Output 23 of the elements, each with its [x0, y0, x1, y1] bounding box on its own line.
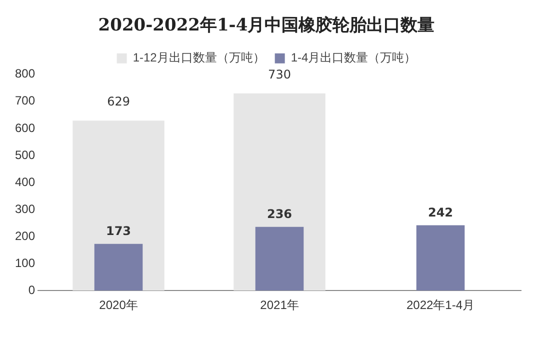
x-tick-label: 2020年: [99, 298, 138, 312]
x-tick-label: 2021年: [260, 298, 299, 312]
data-label: 629: [107, 94, 130, 109]
y-tick-label: 0: [28, 282, 36, 297]
y-tick-label: 100: [14, 256, 36, 270]
legend-label: 1-4月出口数量（万吨）: [290, 50, 416, 65]
y-tick-label: 300: [14, 202, 36, 216]
data-label: 730: [268, 67, 291, 82]
bar: [94, 244, 143, 291]
y-tick-label: 500: [14, 148, 36, 162]
data-label: 242: [428, 205, 454, 220]
bar: [416, 225, 465, 291]
y-tick-label: 600: [14, 120, 36, 135]
data-label: 173: [106, 224, 132, 238]
chart-title: 2020-2022年1-4月中国橡胶轮胎出口数量: [98, 16, 435, 36]
y-tick-label: 800: [14, 66, 36, 81]
y-tick-label: 400: [14, 174, 36, 189]
legend-label: 1-12月出口数量（万吨）: [132, 50, 265, 65]
bar: [255, 226, 304, 291]
y-tick-label: 200: [14, 228, 36, 243]
data-label: 236: [266, 206, 292, 221]
y-tick-label: 700: [14, 94, 36, 108]
x-tick-label: 2022年1-4月: [406, 298, 475, 312]
